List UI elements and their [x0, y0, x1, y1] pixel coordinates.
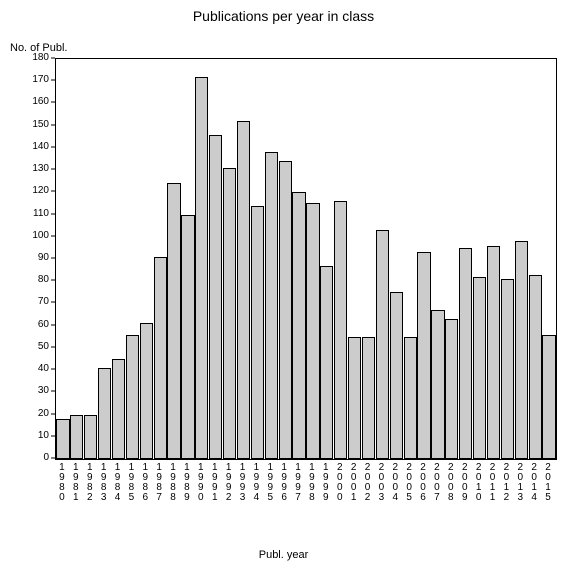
bar [126, 335, 139, 459]
x-tick-label: 1994 [252, 463, 260, 503]
y-tick-label: 30 [38, 386, 49, 396]
x-tick-label: 2003 [377, 463, 385, 503]
bar [279, 161, 292, 459]
bar [112, 359, 125, 459]
bar [529, 275, 542, 459]
x-tick-label: 1989 [183, 463, 191, 503]
plot-area [55, 58, 557, 460]
bar [362, 337, 375, 459]
bar [223, 168, 236, 459]
bar [542, 335, 555, 459]
y-tick-label: 160 [32, 97, 49, 107]
bar [473, 277, 486, 459]
x-tick-label: 1996 [280, 463, 288, 503]
bar [487, 246, 500, 459]
x-tick-label: 1993 [239, 463, 247, 503]
bar [501, 279, 514, 459]
x-tick-label: 2004 [391, 463, 399, 503]
x-tick-label: 2008 [447, 463, 455, 503]
y-tick-label: 60 [38, 320, 49, 330]
bar [209, 135, 222, 459]
x-tick-label: 1999 [322, 463, 330, 503]
y-tick-label: 50 [38, 342, 49, 352]
y-tick-label: 100 [32, 231, 49, 241]
bar [140, 323, 153, 459]
x-tick-label: 1980 [58, 463, 66, 503]
x-tick-label: 2015 [544, 463, 552, 503]
bar [404, 337, 417, 459]
x-axis-label: Publ. year [0, 549, 567, 561]
x-tick-label: 2013 [516, 463, 524, 503]
y-tick-label: 90 [38, 253, 49, 263]
x-tick-label: 2010 [475, 463, 483, 503]
y-tick-label: 180 [32, 53, 49, 63]
y-tick-label: 0 [43, 453, 49, 463]
x-tick-label: 2007 [433, 463, 441, 503]
x-tick-label: 1984 [114, 463, 122, 503]
bar [376, 230, 389, 459]
x-tick-label: 2001 [350, 463, 358, 503]
x-tick-label: 1997 [294, 463, 302, 503]
y-tick-label: 40 [38, 364, 49, 374]
x-tick-label: 2002 [364, 463, 372, 503]
x-tick-label: 1990 [197, 463, 205, 503]
bar [390, 292, 403, 459]
x-tick-label: 1982 [86, 463, 94, 503]
x-tick-label: 2014 [530, 463, 538, 503]
y-tick-label: 70 [38, 297, 49, 307]
bar [459, 248, 472, 459]
y-tick-label: 110 [33, 209, 49, 219]
x-tick-label: 1998 [308, 463, 316, 503]
x-tick-label: 2000 [336, 463, 344, 503]
x-tick-label: 2011 [489, 463, 497, 503]
x-tick-label: 1987 [155, 463, 163, 503]
bar [292, 192, 305, 459]
y-tick-label: 20 [38, 409, 49, 419]
bar [320, 266, 333, 459]
y-tick-label: 10 [38, 431, 49, 441]
x-tick-label: 2012 [502, 463, 510, 503]
bar [265, 152, 278, 459]
y-axis-ticks: 0102030405060708090100110120130140150160… [0, 58, 55, 458]
y-tick-label: 170 [32, 75, 49, 85]
bar [237, 121, 250, 459]
x-tick-label: 1986 [141, 463, 149, 503]
x-tick-label: 1983 [100, 463, 108, 503]
bar [348, 337, 361, 459]
x-tick-label: 2009 [461, 463, 469, 503]
y-tick-label: 140 [32, 142, 49, 152]
bar [56, 419, 69, 459]
bars-group [56, 59, 556, 459]
x-tick-label: 1995 [266, 463, 274, 503]
bar [167, 183, 180, 459]
bar [251, 206, 264, 459]
bar [334, 201, 347, 459]
x-tick-label: 1992 [225, 463, 233, 503]
bar [445, 319, 458, 459]
x-tick-label: 1988 [169, 463, 177, 503]
bar [515, 241, 528, 459]
bar [98, 368, 111, 459]
bar [70, 415, 83, 459]
chart-title: Publications per year in class [0, 8, 567, 24]
bar [431, 310, 444, 459]
bar [195, 77, 208, 459]
y-tick-label: 130 [32, 164, 49, 174]
bar [306, 203, 319, 459]
x-tick-label: 1985 [127, 463, 135, 503]
x-tick-label: 2006 [419, 463, 427, 503]
bar [417, 252, 430, 459]
bar [181, 215, 194, 459]
bar [154, 257, 167, 459]
x-tick-label: 1981 [72, 463, 80, 503]
x-tick-label: 1991 [211, 463, 219, 503]
publications-chart: Publications per year in class No. of Pu… [0, 0, 567, 567]
y-tick-label: 150 [32, 120, 49, 130]
y-tick-label: 120 [32, 186, 49, 196]
x-tick-label: 2005 [405, 463, 413, 503]
y-tick-label: 80 [38, 275, 49, 285]
bar [84, 415, 97, 459]
x-axis-ticks: 1980 1981 1982 1983 1984 1985 1986 1987 1988 1989… [55, 460, 555, 520]
